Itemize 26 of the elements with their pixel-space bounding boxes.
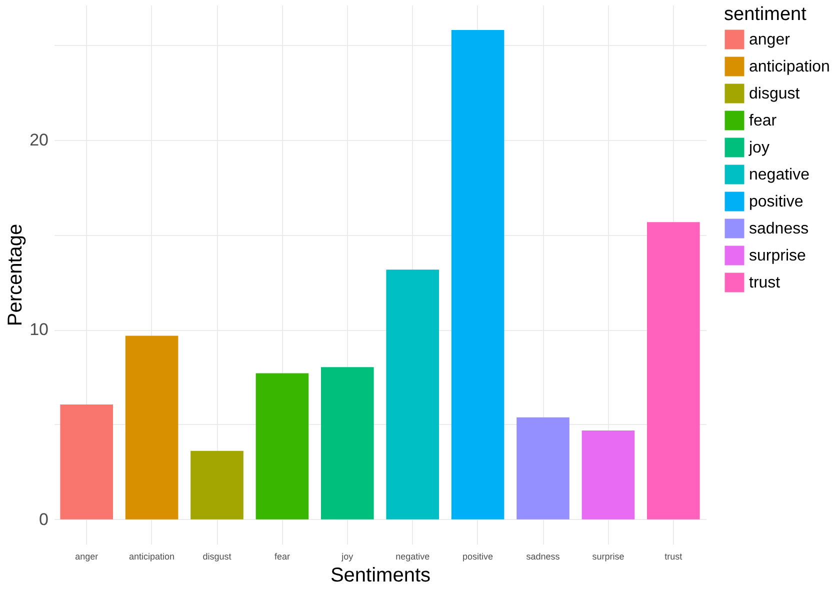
y-tick-label: 20 xyxy=(30,130,48,150)
legend-label: trust xyxy=(749,274,781,292)
x-tick-label: fear xyxy=(274,552,290,562)
legend-label: negative xyxy=(749,166,810,184)
legend-label: surprise xyxy=(749,248,806,264)
legend-label: joy xyxy=(748,140,770,156)
x-tick-label: joy xyxy=(340,552,354,562)
x-tick-label: anticipation xyxy=(129,552,175,562)
legend-label: positive xyxy=(749,194,804,210)
legend-title: sentiment xyxy=(724,4,808,25)
y-axis-title: Percentage xyxy=(4,224,27,326)
x-axis-title: Sentiments xyxy=(330,564,431,586)
x-tick-label: surprise xyxy=(592,552,624,562)
x-tick-label: sadness xyxy=(526,552,560,562)
x-tick-label: disgust xyxy=(202,552,232,562)
legend-label: anticipation xyxy=(749,58,830,76)
legend-label: sadness xyxy=(749,220,809,238)
y-tick-label: 0 xyxy=(39,510,48,529)
x-tick-label: positive xyxy=(462,552,494,562)
y-tick-label: 10 xyxy=(30,320,48,340)
legend-label: fear xyxy=(749,112,778,130)
x-tick-label: anger xyxy=(75,552,98,562)
legend-label: anger xyxy=(749,32,791,48)
x-tick-label: negative xyxy=(396,552,430,562)
legend-label: disgust xyxy=(749,86,800,102)
x-tick-label: trust xyxy=(664,552,683,562)
